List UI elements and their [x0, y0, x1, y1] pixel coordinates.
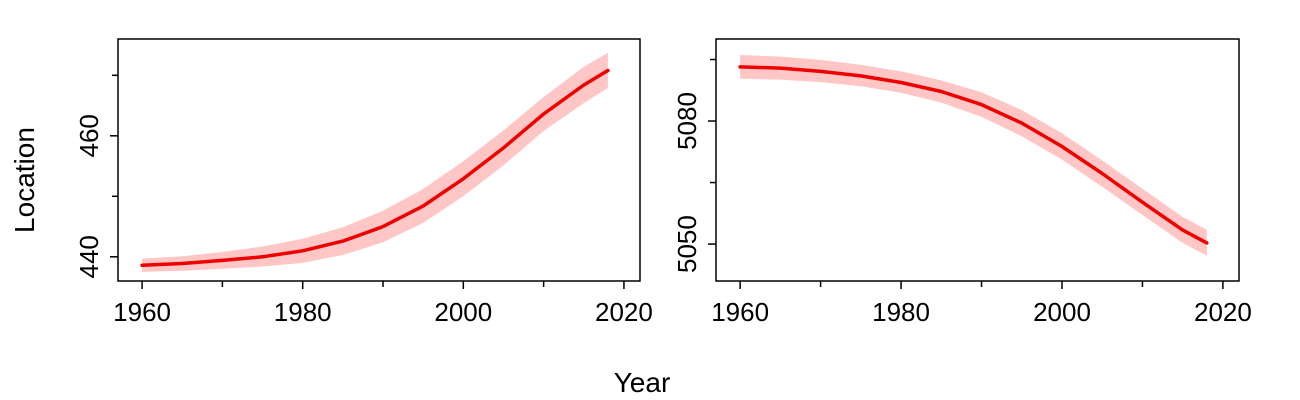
- x-tick-label: 2000: [1033, 297, 1091, 327]
- plot-frame: [715, 38, 1240, 282]
- series-line: [738, 65, 1209, 245]
- y-tick-label: 440: [74, 235, 104, 278]
- x-tick-label: 1980: [274, 297, 332, 327]
- x-tick-label: 2020: [595, 297, 653, 327]
- series-line: [140, 68, 610, 268]
- shared-x-axis-title: Year: [614, 367, 671, 398]
- y-tick-label: 5050: [672, 215, 702, 273]
- y-tick-label: 460: [74, 114, 104, 157]
- confidence-band: [142, 52, 608, 272]
- x-tick-label: 2020: [1194, 297, 1252, 327]
- x-tick-label: 2000: [434, 297, 492, 327]
- x-tick-label: 1980: [872, 297, 930, 327]
- panel-left: 1960 1980 2000 2020 440 460: [74, 38, 653, 327]
- x-tick-label: 1960: [113, 297, 171, 327]
- panel-right: 1960 1980 2000 2020 5050 5080: [672, 38, 1252, 327]
- shared-y-axis-title: Location: [9, 127, 40, 233]
- confidence-band: [740, 55, 1207, 256]
- plot-frame: [117, 38, 641, 282]
- x-tick-label: 1960: [711, 297, 769, 327]
- y-tick-label: 5080: [672, 92, 702, 150]
